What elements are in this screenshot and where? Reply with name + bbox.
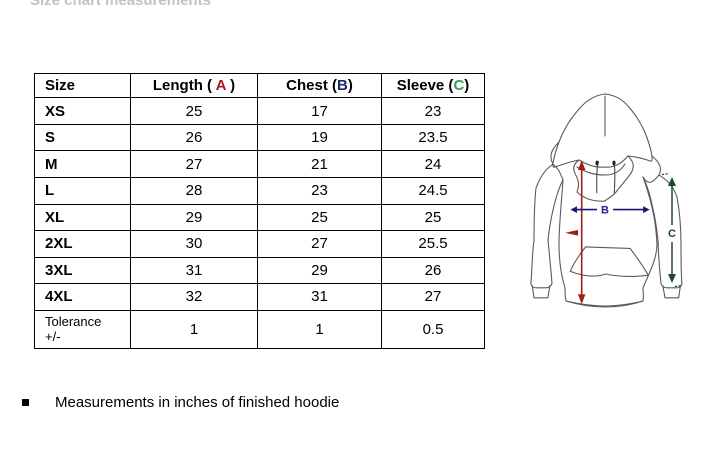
svg-text:B: B [601, 205, 609, 217]
svg-text:C: C [668, 228, 676, 240]
